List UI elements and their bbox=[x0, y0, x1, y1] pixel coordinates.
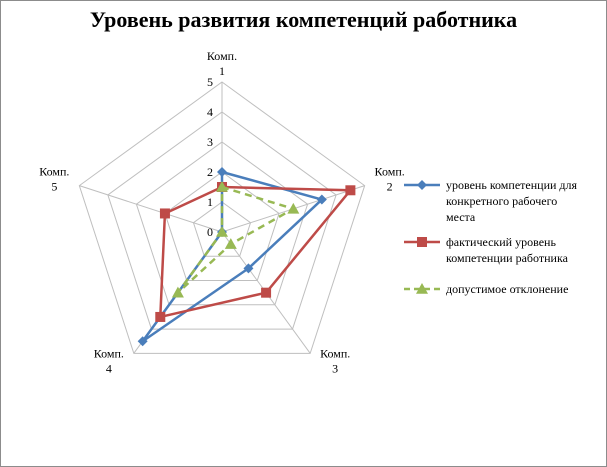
data-point bbox=[171, 286, 184, 298]
data-point bbox=[345, 185, 356, 196]
radial-tick-label: 4 bbox=[207, 105, 213, 119]
category-label: 3 bbox=[332, 361, 338, 375]
data-point bbox=[417, 180, 427, 190]
series-3 bbox=[171, 181, 300, 298]
series-line bbox=[176, 185, 295, 294]
category-label: Комп. bbox=[94, 346, 124, 360]
data-point bbox=[417, 237, 427, 247]
data-point bbox=[217, 167, 227, 177]
legend-label: фактический уровень bbox=[446, 235, 556, 249]
legend-item: уровень компетенции для конкретного рабоч… bbox=[404, 178, 578, 224]
data-point bbox=[316, 194, 327, 205]
radial-tick-label: 3 bbox=[207, 135, 213, 149]
legend-label: компетенции работника bbox=[446, 251, 569, 265]
legend-label: уровень компетенции для bbox=[446, 178, 578, 192]
data-point bbox=[416, 283, 428, 294]
category-label: 5 bbox=[51, 180, 57, 194]
grid-ring-5 bbox=[78, 81, 366, 354]
grid-spoke-5 bbox=[79, 185, 223, 233]
data-point bbox=[261, 287, 272, 298]
category-label: Комп. bbox=[375, 165, 405, 179]
grid-ring-1 bbox=[192, 201, 252, 257]
category-label: 1 bbox=[219, 64, 225, 78]
data-point bbox=[287, 202, 300, 214]
legend-item: фактический уровень компетенции работника bbox=[404, 235, 569, 265]
radial-tick-label: 1 bbox=[207, 195, 213, 209]
legend: уровень компетенции для конкретного рабоч… bbox=[404, 178, 578, 296]
grid-ring-2 bbox=[164, 171, 280, 282]
category-label: 2 bbox=[387, 180, 393, 194]
chart-title: Уровень развития компетенций работника bbox=[89, 7, 518, 32]
legend-label: конкретного рабочего bbox=[446, 194, 557, 208]
category-label: Комп. bbox=[320, 346, 350, 360]
data-point bbox=[224, 238, 237, 249]
radial-tick-label: 5 bbox=[207, 75, 213, 89]
data-point bbox=[243, 263, 254, 274]
legend-item: допустимое отклонение bbox=[404, 282, 568, 296]
series-2 bbox=[155, 182, 356, 322]
data-point bbox=[216, 226, 228, 237]
series-line bbox=[159, 185, 352, 319]
category-label: Комп. bbox=[207, 49, 237, 63]
radial-tick-label: 0 bbox=[207, 225, 213, 239]
data-point bbox=[216, 181, 228, 192]
legend-label: места bbox=[446, 210, 476, 224]
data-point bbox=[155, 311, 166, 322]
data-point bbox=[159, 208, 170, 219]
category-label: Комп. bbox=[39, 165, 69, 179]
legend-label: допустимое отклонение bbox=[446, 282, 568, 296]
radial-tick-label: 2 bbox=[207, 165, 213, 179]
grid-ring-3 bbox=[135, 141, 309, 306]
data-point bbox=[137, 336, 148, 347]
grid-ring-4 bbox=[107, 111, 337, 330]
category-label: 4 bbox=[106, 361, 112, 375]
